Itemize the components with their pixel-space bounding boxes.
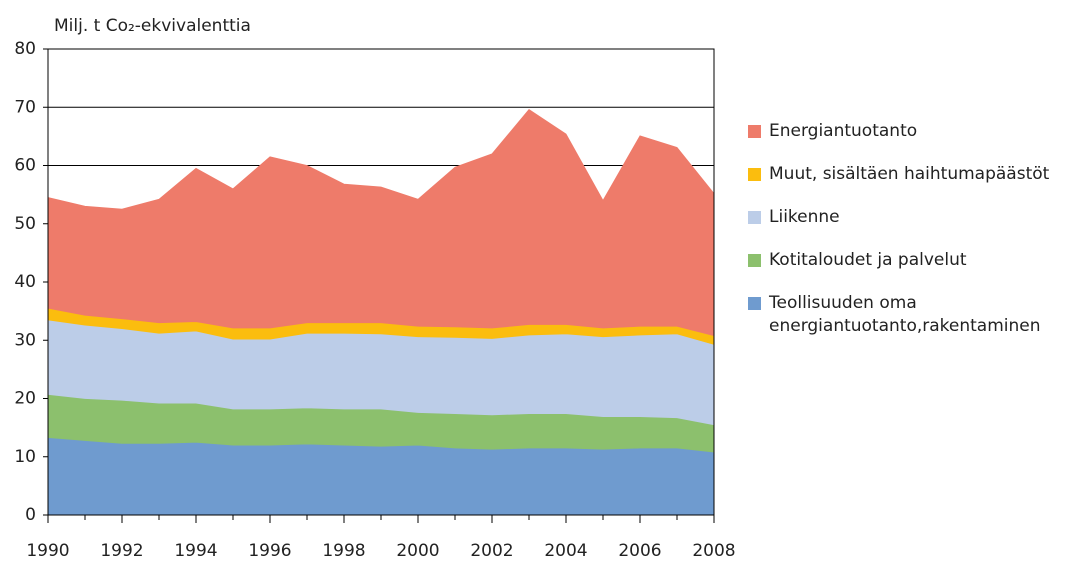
y-axis-label: Milj. t Co₂-ekvivalenttia bbox=[54, 16, 251, 36]
y-tick-label: 70 bbox=[14, 97, 36, 117]
x-tick-label: 1992 bbox=[100, 541, 143, 561]
legend: Energiantuotanto Muut, sisältäen haihtuma… bbox=[748, 120, 1068, 358]
x-tick-label: 2002 bbox=[470, 541, 513, 561]
x-tick-label: 1990 bbox=[26, 541, 69, 561]
legend-label: Energiantuotanto bbox=[769, 121, 918, 141]
legend-swatch bbox=[748, 125, 761, 138]
x-tick-label: 2000 bbox=[396, 541, 439, 561]
y-tick-label: 60 bbox=[14, 156, 36, 176]
x-tick-label: 2004 bbox=[544, 541, 587, 561]
legend-swatch bbox=[748, 254, 761, 267]
legend-item: Muut, sisältäen haihtumapäästöt bbox=[748, 163, 1068, 186]
legend-item: Energiantuotanto bbox=[748, 120, 1068, 143]
y-tick-label: 50 bbox=[14, 214, 36, 234]
y-tick-label: 30 bbox=[14, 330, 36, 350]
x-tick-label: 1996 bbox=[248, 541, 291, 561]
y-tick-label: 20 bbox=[14, 389, 36, 409]
y-tick-label: 0 bbox=[25, 505, 36, 525]
legend-item: Teollisuuden oma energiantuotanto,rakent… bbox=[748, 292, 1068, 338]
x-tick-label: 1994 bbox=[174, 541, 217, 561]
legend-label: Kotitaloudet ja palvelut bbox=[769, 250, 967, 270]
legend-swatch bbox=[748, 211, 761, 224]
legend-label: Liikenne bbox=[769, 207, 840, 227]
legend-swatch bbox=[748, 168, 761, 181]
x-tick-label: 2008 bbox=[692, 541, 735, 561]
y-tick-label: 10 bbox=[14, 447, 36, 467]
x-tick-label: 2006 bbox=[618, 541, 661, 561]
legend-item: Kotitaloudet ja palvelut bbox=[748, 249, 1068, 272]
x-tick-label: 1998 bbox=[322, 541, 365, 561]
area bbox=[47, 109, 715, 337]
legend-item: Liikenne bbox=[748, 206, 1068, 229]
legend-label: Teollisuuden oma energiantuotanto,rakent… bbox=[769, 293, 1041, 336]
y-tick-label: 80 bbox=[14, 39, 36, 59]
legend-swatch bbox=[748, 297, 761, 310]
y-tick-label: 40 bbox=[14, 272, 36, 292]
legend-label: Muut, sisältäen haihtumapäästöt bbox=[769, 164, 1050, 184]
